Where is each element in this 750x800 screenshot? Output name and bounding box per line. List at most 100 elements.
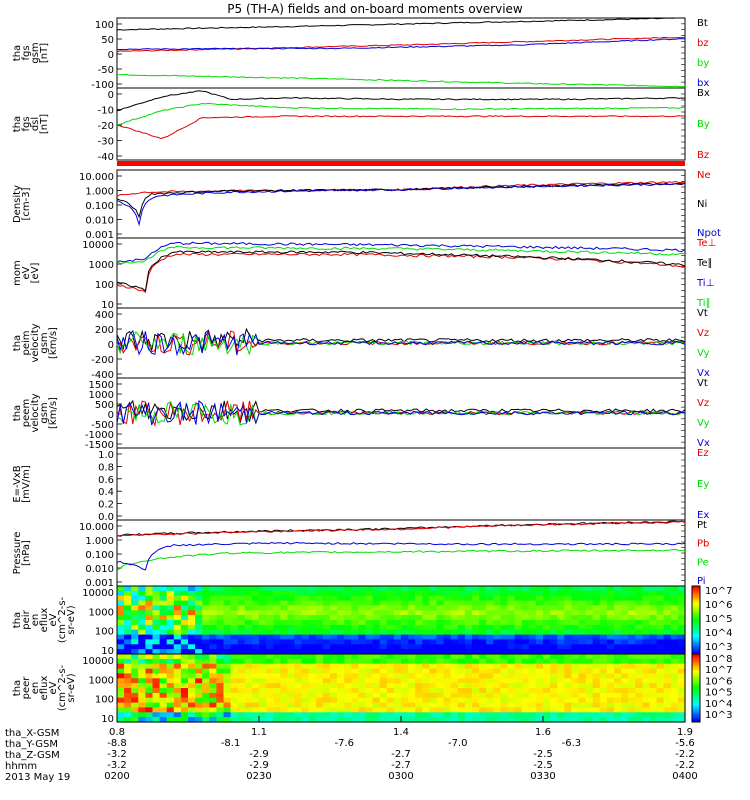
heat-cell <box>372 600 381 607</box>
heat-cell <box>457 590 466 597</box>
heat-cell <box>585 692 594 699</box>
heat-cell <box>308 624 317 631</box>
heat-cell <box>344 692 352 699</box>
heat-cell <box>280 610 288 616</box>
heat-cell <box>294 600 303 607</box>
heat-cell <box>138 644 146 650</box>
heat-cell <box>301 692 310 699</box>
heat-cell <box>486 658 494 665</box>
heat-cell <box>670 639 679 645</box>
heat-cell <box>415 697 423 704</box>
colorbar-cell <box>692 629 700 632</box>
heat-cell <box>202 649 210 655</box>
heat-cell <box>472 600 480 607</box>
heat-cell <box>408 697 416 704</box>
heat-cell <box>550 673 558 679</box>
heat-cell <box>457 644 466 650</box>
heat-cell <box>457 610 466 616</box>
heat-cell <box>408 707 416 713</box>
heat-cell <box>564 644 572 650</box>
heat-cell <box>493 644 501 650</box>
heat-cell <box>301 629 310 636</box>
heat-cell <box>195 678 203 684</box>
heat-cell <box>216 620 225 626</box>
heat-cell <box>635 663 643 670</box>
heat-cell <box>528 610 537 616</box>
heat-cell <box>656 629 665 636</box>
heat-cell <box>287 610 296 616</box>
heat-cell <box>195 712 203 718</box>
heat-cell <box>507 663 516 670</box>
heat-cell <box>209 629 217 636</box>
heat-cell <box>251 683 260 689</box>
heat-cell <box>585 683 594 689</box>
colorbar-cell <box>692 604 700 607</box>
heat-cell <box>535 615 544 621</box>
y-axis-label: [nT] <box>39 114 50 134</box>
heat-cell <box>677 634 686 641</box>
heat-cell <box>479 590 487 597</box>
heat-cell <box>663 654 672 660</box>
heat-cell <box>429 620 438 626</box>
heat-cell <box>585 688 594 694</box>
heat-cell <box>528 658 537 665</box>
heat-cell <box>237 678 246 684</box>
heat-cell <box>621 702 629 709</box>
heat-cell <box>649 717 658 723</box>
heat-cell <box>500 668 509 675</box>
heat-cell <box>351 615 359 621</box>
heat-cell <box>386 644 395 650</box>
heat-cell <box>401 707 409 713</box>
heat-cell <box>550 586 558 592</box>
heat-cell <box>521 586 530 592</box>
heat-cell <box>145 663 154 670</box>
heat-cell <box>322 717 331 723</box>
heat-cell <box>315 712 324 718</box>
colorbar-cell <box>692 683 700 687</box>
heat-cell <box>188 678 196 684</box>
heat-cell <box>677 624 686 631</box>
heat-cell <box>422 624 430 631</box>
heat-cell <box>259 673 267 679</box>
x-row-value: -7.6 <box>334 738 354 749</box>
x-row-value: 0400 <box>672 771 697 782</box>
heat-cell <box>266 697 274 704</box>
heat-cell <box>223 595 232 602</box>
heat-cell <box>188 663 196 670</box>
heat-cell <box>209 683 217 689</box>
heat-cell <box>202 595 210 602</box>
heat-cell <box>564 605 572 611</box>
legend-pressure-Pe: Pe <box>697 557 709 568</box>
colorbar-cell <box>692 622 700 626</box>
y-tick-label: 100 <box>95 627 114 638</box>
heat-cell <box>479 688 487 694</box>
heat-cell <box>166 707 175 713</box>
heat-cell <box>117 692 125 699</box>
heat-cell <box>386 624 395 631</box>
heat-cell <box>486 620 494 626</box>
heat-cell <box>180 595 189 602</box>
heat-cell <box>351 605 359 611</box>
heat-cell <box>124 707 132 713</box>
heat-cell <box>337 639 345 645</box>
heat-cell <box>614 707 622 713</box>
heat-cell <box>152 629 161 636</box>
y-axis-label: [km/s] <box>48 327 59 359</box>
heat-cell <box>322 697 331 704</box>
heat-cell <box>124 644 132 650</box>
heat-cell <box>429 702 438 709</box>
heat-cell <box>188 605 196 611</box>
heat-cell <box>450 683 459 689</box>
heat-cell <box>614 697 622 704</box>
heat-cell <box>358 629 367 636</box>
heat-cell <box>124 595 132 602</box>
heat-cell <box>237 615 246 621</box>
heat-cell <box>649 668 658 675</box>
heat-cell <box>649 683 658 689</box>
heat-cell <box>237 692 246 699</box>
heat-cell <box>209 717 217 723</box>
colorbar-label: 10^7 <box>705 586 732 597</box>
heat-cell <box>216 634 225 641</box>
heat-cell <box>550 600 558 607</box>
colorbar-cell <box>692 665 700 669</box>
